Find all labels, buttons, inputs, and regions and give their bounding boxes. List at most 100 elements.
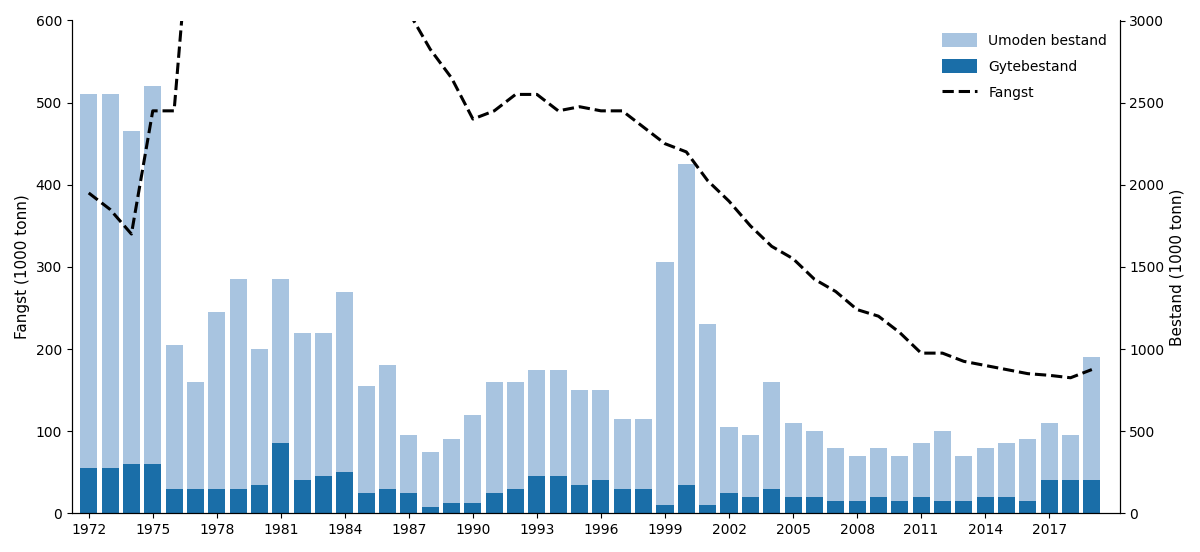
Bar [251, 349, 268, 485]
Bar [102, 94, 119, 468]
Bar [229, 489, 247, 513]
Bar [827, 501, 845, 513]
Fangst [701, 177, 715, 184]
Bar [848, 501, 865, 513]
Fangst [82, 190, 96, 197]
Bar [80, 94, 97, 468]
Fangst [808, 276, 822, 283]
Fangst [103, 206, 118, 213]
Fangst [380, 5, 395, 12]
Bar [934, 501, 950, 513]
Y-axis label: Fangst (1000 tonn): Fangst (1000 tonn) [16, 194, 30, 339]
Bar [443, 503, 460, 513]
Bar [848, 456, 865, 501]
Y-axis label: Bestand (1000 tonn): Bestand (1000 tonn) [1170, 188, 1186, 346]
Bar [166, 345, 182, 489]
Bar [593, 390, 610, 480]
Bar [209, 312, 226, 489]
Bar [144, 464, 161, 513]
Bar [272, 443, 289, 513]
Bar [998, 497, 1015, 513]
Fangst [743, 222, 757, 229]
Fangst [786, 256, 800, 262]
Bar [955, 501, 972, 513]
Bar [785, 423, 802, 497]
Legend: Umoden bestand, Gytebestand, Fangst: Umoden bestand, Gytebestand, Fangst [937, 28, 1112, 105]
Bar [977, 497, 994, 513]
Bar [251, 485, 268, 513]
Bar [827, 448, 845, 501]
Bar [421, 507, 439, 513]
Fangst [722, 198, 737, 204]
Fangst [764, 243, 779, 250]
Bar [528, 476, 546, 513]
Bar [379, 489, 396, 513]
Bar [613, 489, 631, 513]
Fangst [145, 108, 160, 114]
Bar [720, 427, 738, 493]
Bar [593, 480, 610, 513]
Bar [912, 443, 930, 497]
Fangst [935, 350, 949, 357]
Fangst [978, 362, 992, 369]
Bar [443, 439, 460, 503]
Bar [892, 501, 908, 513]
Bar [678, 164, 695, 485]
Bar [464, 503, 481, 513]
Bar [635, 489, 652, 513]
Fangst [616, 108, 630, 114]
Fangst [594, 108, 608, 114]
Bar [934, 431, 950, 501]
Fangst [125, 231, 139, 237]
Bar [336, 472, 353, 513]
Fangst [551, 108, 565, 114]
Line: Fangst: Fangst [89, 0, 1092, 378]
Bar [656, 262, 673, 505]
Bar [1019, 501, 1037, 513]
Bar [528, 369, 546, 476]
Bar [678, 485, 695, 513]
Fangst [1085, 366, 1099, 373]
Bar [80, 468, 97, 513]
Fangst [1021, 370, 1036, 377]
Bar [486, 493, 503, 513]
Fangst [509, 91, 523, 98]
Bar [122, 131, 140, 464]
Bar [977, 448, 994, 497]
Bar [358, 386, 374, 493]
Bar [806, 431, 823, 497]
Fangst [424, 46, 438, 52]
Bar [550, 369, 566, 476]
Fangst [828, 288, 842, 295]
Bar [912, 497, 930, 513]
Fangst [529, 91, 544, 98]
Bar [508, 382, 524, 489]
Bar [272, 279, 289, 443]
Bar [294, 480, 311, 513]
Bar [656, 505, 673, 513]
Bar [122, 464, 140, 513]
Bar [571, 485, 588, 513]
Bar [700, 505, 716, 513]
Bar [209, 489, 226, 513]
Bar [550, 476, 566, 513]
Bar [1062, 436, 1079, 480]
Bar [229, 279, 247, 489]
Bar [379, 365, 396, 489]
Bar [486, 382, 503, 493]
Bar [1040, 480, 1057, 513]
Fangst [679, 148, 694, 155]
Fangst [444, 75, 458, 81]
Bar [102, 468, 119, 513]
Fangst [487, 108, 502, 114]
Bar [187, 489, 204, 513]
Fangst [914, 350, 929, 357]
Bar [166, 489, 182, 513]
Fangst [893, 330, 907, 336]
Bar [187, 382, 204, 489]
Fangst [167, 108, 181, 114]
Bar [421, 452, 439, 507]
Fangst [1000, 366, 1014, 373]
Bar [464, 415, 481, 503]
Fangst [871, 313, 886, 320]
